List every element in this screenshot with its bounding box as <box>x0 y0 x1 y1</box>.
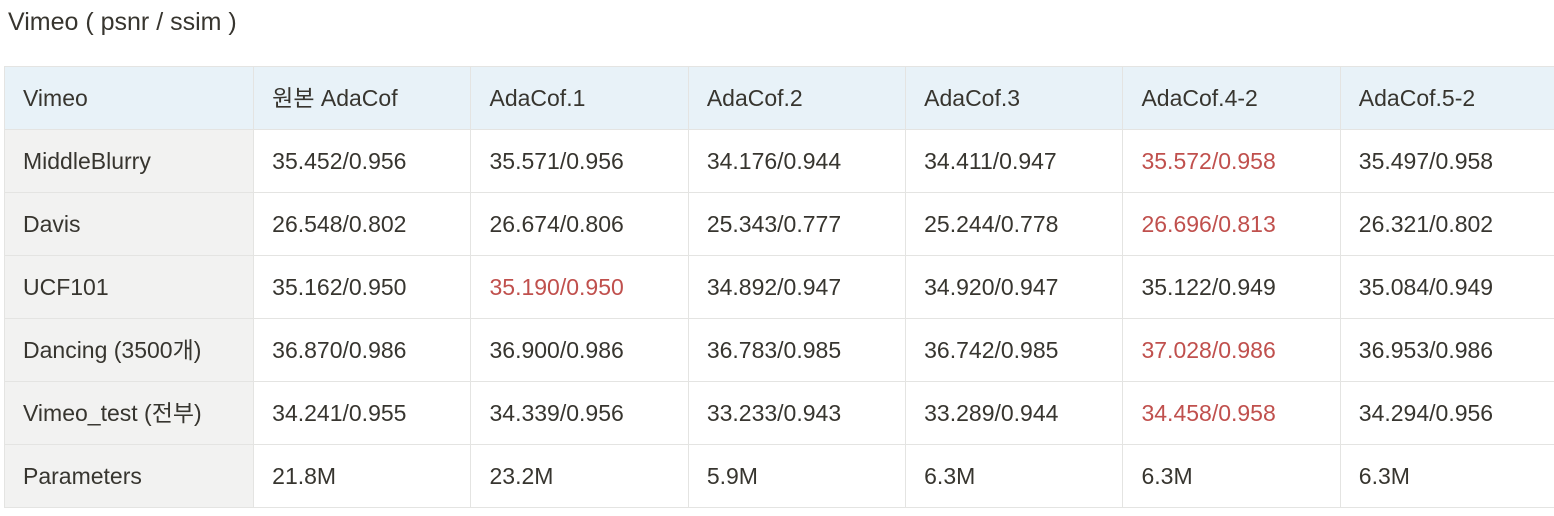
value-cell: 25.244/0.778 <box>905 192 1124 256</box>
column-header-cell: AdaCof.5-2 <box>1339 66 1554 130</box>
table-row: Vimeo_test (전부) 34.241/0.955 34.339/0.956 3… <box>4 381 1554 445</box>
value-cell: 36.742/0.985 <box>905 318 1124 382</box>
row-label-cell: Dancing (3500개) <box>4 318 255 382</box>
value-cell: 26.674/0.806 <box>470 192 689 256</box>
value-cell: 33.289/0.944 <box>905 381 1124 445</box>
row-label-cell: MiddleBlurry <box>4 129 255 193</box>
value-cell: 36.783/0.985 <box>687 318 907 382</box>
value-cell: 23.2M <box>470 444 689 508</box>
value-cell: 5.9M <box>687 444 907 508</box>
table-row: Parameters 21.8M 23.2M 5.9M 6.3M 6.3M 6.3M <box>4 444 1554 508</box>
value-cell: 36.953/0.986 <box>1339 318 1554 382</box>
row-label-cell: Davis <box>4 192 255 256</box>
column-header-cell: 원본 AdaCof <box>253 66 472 130</box>
row-label-cell: UCF101 <box>4 255 255 319</box>
column-header-cell: AdaCof.2 <box>687 66 907 130</box>
table-row: UCF101 35.162/0.950 35.190/0.950 34.892/0.9… <box>4 255 1554 319</box>
value-cell: 34.241/0.955 <box>253 381 472 445</box>
value-cell: 36.870/0.986 <box>253 318 472 382</box>
corner-header-cell: Vimeo <box>4 66 255 130</box>
results-table: Vimeo 원본 AdaCof AdaCof.1 AdaCof.2 AdaCof… <box>4 66 1554 508</box>
column-header-cell: AdaCof.4-2 <box>1122 66 1341 130</box>
value-cell: 34.339/0.956 <box>470 381 689 445</box>
value-cell: 21.8M <box>253 444 472 508</box>
value-cell: 35.162/0.950 <box>253 255 472 319</box>
value-cell: 26.321/0.802 <box>1339 192 1554 256</box>
value-cell: 25.343/0.777 <box>687 192 907 256</box>
table-row: Dancing (3500개) 36.870/0.986 36.900/0.986 3… <box>4 318 1554 382</box>
value-cell: 34.920/0.947 <box>905 255 1124 319</box>
value-cell: 6.3M <box>1122 444 1341 508</box>
value-cell: 35.452/0.956 <box>253 129 472 193</box>
value-cell: 35.122/0.949 <box>1122 255 1341 319</box>
value-cell: 35.571/0.956 <box>470 129 689 193</box>
value-cell: 34.176/0.944 <box>687 129 907 193</box>
best-value-cell: 34.458/0.958 <box>1122 381 1341 445</box>
value-cell: 35.497/0.958 <box>1339 129 1554 193</box>
value-cell: 6.3M <box>1339 444 1554 508</box>
best-value-cell: 35.190/0.950 <box>470 255 689 319</box>
value-cell: 33.233/0.943 <box>687 381 907 445</box>
value-cell: 34.411/0.947 <box>905 129 1124 193</box>
column-header-cell: AdaCof.1 <box>470 66 689 130</box>
value-cell: 26.548/0.802 <box>253 192 472 256</box>
column-header-cell: AdaCof.3 <box>905 66 1124 130</box>
results-table-container[interactable]: Vimeo 원본 AdaCof AdaCof.1 AdaCof.2 AdaCof… <box>4 66 1554 510</box>
value-cell: 6.3M <box>905 444 1124 508</box>
row-label-cell: Parameters <box>4 444 255 508</box>
best-value-cell: 35.572/0.958 <box>1122 129 1341 193</box>
table-row: MiddleBlurry 35.452/0.956 35.571/0.956 34.1… <box>4 129 1554 193</box>
value-cell: 36.900/0.986 <box>470 318 689 382</box>
value-cell: 34.294/0.956 <box>1339 381 1554 445</box>
page-title: Vimeo ( psnr / ssim ) <box>8 8 237 36</box>
value-cell: 35.084/0.949 <box>1339 255 1554 319</box>
best-value-cell: 37.028/0.986 <box>1122 318 1341 382</box>
best-value-cell: 26.696/0.813 <box>1122 192 1341 256</box>
value-cell: 34.892/0.947 <box>687 255 907 319</box>
table-header-row: Vimeo 원본 AdaCof AdaCof.1 AdaCof.2 AdaCof… <box>4 66 1554 130</box>
table-row: Davis 26.548/0.802 26.674/0.806 25.343/0.77… <box>4 192 1554 256</box>
row-label-cell: Vimeo_test (전부) <box>4 381 255 445</box>
